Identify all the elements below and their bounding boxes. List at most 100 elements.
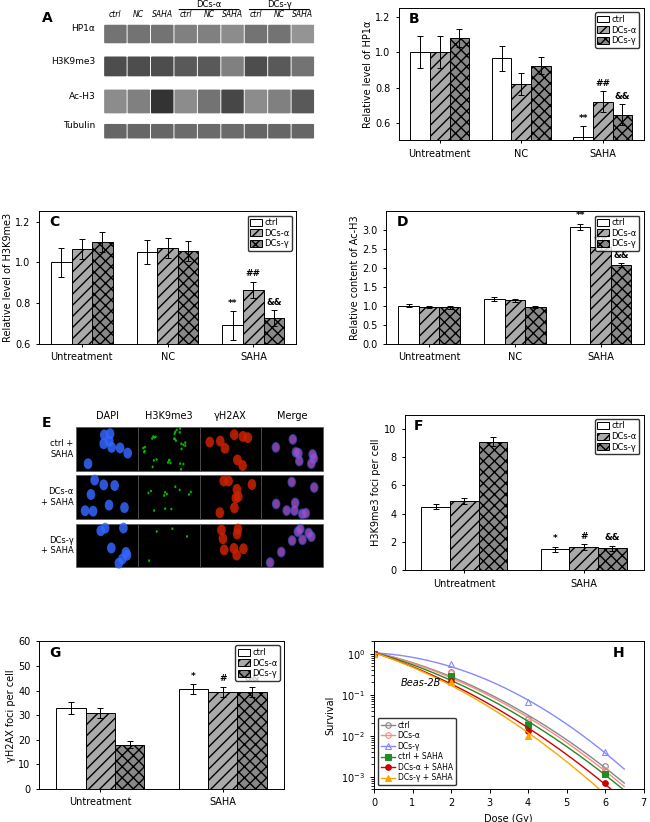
FancyBboxPatch shape [198,124,220,138]
Ellipse shape [302,509,309,518]
Ellipse shape [170,508,172,510]
Text: #: # [580,532,588,541]
FancyBboxPatch shape [244,124,267,138]
Ellipse shape [233,484,241,495]
Text: &&: && [604,533,620,542]
Ellipse shape [292,499,298,507]
Ellipse shape [190,491,192,493]
Text: *: * [191,672,196,681]
Ellipse shape [144,450,146,452]
FancyBboxPatch shape [174,124,197,138]
Y-axis label: Relative level of H3K9me3: Relative level of H3K9me3 [3,213,12,342]
Ellipse shape [179,431,181,434]
Ellipse shape [310,482,318,493]
Bar [590,247,611,344]
Ellipse shape [105,436,114,446]
Text: SAHA: SAHA [222,11,243,20]
Ellipse shape [170,462,172,464]
FancyBboxPatch shape [221,90,244,113]
Ellipse shape [176,428,177,432]
Ellipse shape [101,523,109,533]
Bar [570,227,590,344]
Ellipse shape [155,458,158,461]
Legend: ctrl, DCs-α, DCs-γ, ctrl + SAHA, DCs-α + SAHA, DCs-γ + SAHA: ctrl, DCs-α, DCs-γ, ctrl + SAHA, DCs-α +… [378,718,456,785]
Text: B: B [409,12,419,26]
Ellipse shape [297,524,304,533]
Bar [56,708,86,789]
Text: **: ** [575,211,585,220]
Ellipse shape [266,558,274,567]
Ellipse shape [180,442,183,445]
Ellipse shape [278,547,285,556]
Ellipse shape [99,438,108,449]
Ellipse shape [179,488,181,492]
Ellipse shape [174,431,176,433]
Text: NC: NC [274,11,285,20]
Ellipse shape [287,477,296,487]
Ellipse shape [289,536,296,545]
FancyBboxPatch shape [104,57,127,76]
Ellipse shape [168,459,170,462]
Ellipse shape [116,442,124,454]
Ellipse shape [99,479,108,490]
Legend: ctrl, DCs-α, DCs-γ: ctrl, DCs-α, DCs-γ [235,645,280,681]
Text: ctrl: ctrl [250,11,262,20]
FancyBboxPatch shape [198,25,220,44]
Ellipse shape [291,506,298,515]
Text: F: F [414,419,424,433]
Text: ##: ## [593,233,608,242]
Ellipse shape [151,437,153,440]
FancyBboxPatch shape [151,90,174,113]
Text: NC: NC [133,11,144,20]
Bar [243,290,264,466]
Ellipse shape [175,439,177,442]
Ellipse shape [288,535,296,546]
Ellipse shape [291,447,300,458]
Text: HP1α: HP1α [72,24,96,33]
Ellipse shape [143,450,145,454]
Bar [138,427,200,471]
Bar [261,475,323,519]
Ellipse shape [299,510,305,519]
Bar [569,547,598,570]
FancyBboxPatch shape [244,25,267,44]
Ellipse shape [304,528,313,538]
Bar [478,441,507,570]
FancyBboxPatch shape [127,25,150,44]
Ellipse shape [311,454,317,463]
FancyBboxPatch shape [127,57,150,76]
Ellipse shape [298,534,307,545]
Text: ctrl +
SAHA: ctrl + SAHA [50,439,73,459]
Ellipse shape [217,524,226,535]
Ellipse shape [111,480,119,491]
Text: Tubulin: Tubulin [63,122,96,131]
FancyBboxPatch shape [127,124,150,138]
Bar [593,102,612,229]
Ellipse shape [296,524,305,534]
Text: ctrl: ctrl [109,11,122,20]
Ellipse shape [188,493,190,496]
Text: DCs-α: DCs-α [196,0,222,9]
FancyBboxPatch shape [292,124,314,138]
Bar [157,248,178,466]
Bar [398,306,419,344]
Ellipse shape [179,427,181,430]
Y-axis label: H3K9me3 foci per cell: H3K9me3 foci per cell [371,439,381,547]
Ellipse shape [174,485,176,488]
Legend: ctrl, DCs-α, DCs-γ: ctrl, DCs-α, DCs-γ [595,12,640,48]
Ellipse shape [307,531,316,542]
Text: Merge: Merge [277,411,307,421]
Bar [200,475,261,519]
Text: Beas-2B: Beas-2B [401,678,441,688]
Text: &&: && [266,298,281,307]
Bar [512,84,531,229]
Ellipse shape [119,523,128,533]
Bar [208,692,237,789]
FancyBboxPatch shape [268,57,291,76]
Ellipse shape [266,557,274,568]
FancyBboxPatch shape [268,25,291,44]
Ellipse shape [144,446,146,449]
Bar [525,307,546,344]
Ellipse shape [239,460,247,471]
Ellipse shape [107,442,116,453]
